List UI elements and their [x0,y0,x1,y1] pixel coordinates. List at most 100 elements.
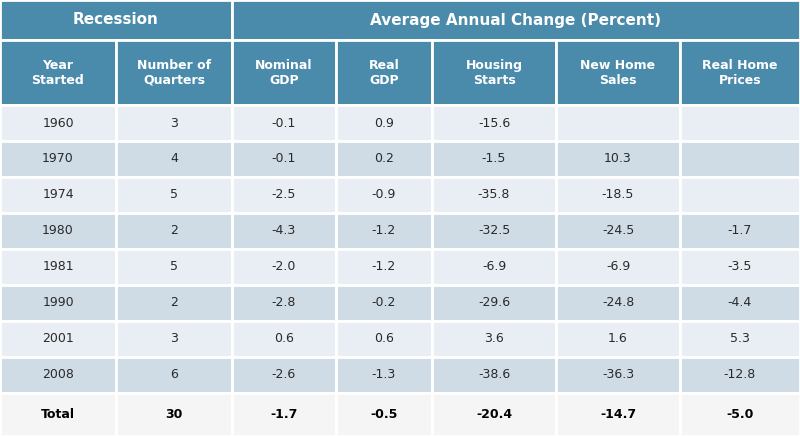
Bar [680,357,800,393]
Bar [232,40,336,105]
Text: New Home
Sales: New Home Sales [581,58,655,86]
Text: 1970: 1970 [42,153,74,166]
Text: 1980: 1980 [42,225,74,238]
Bar [232,213,336,249]
Text: -20.4: -20.4 [476,408,512,421]
Bar [0,177,116,213]
Bar [336,213,432,249]
Text: -0.2: -0.2 [372,296,396,310]
Text: -5.0: -5.0 [726,408,754,421]
Text: 2001: 2001 [42,333,74,345]
Bar [0,357,116,393]
Text: 1960: 1960 [42,116,74,129]
Bar [432,357,556,393]
Bar [336,40,432,105]
Bar [336,105,432,141]
Bar [680,40,800,105]
Bar [116,40,232,105]
Text: 3.6: 3.6 [484,333,504,345]
Bar [556,105,680,141]
Bar [432,249,556,285]
Text: -29.6: -29.6 [478,296,510,310]
Text: -2.5: -2.5 [272,188,296,201]
Bar [432,321,556,357]
Text: 3: 3 [170,333,178,345]
Text: -35.8: -35.8 [478,188,510,201]
Text: 0.2: 0.2 [374,153,394,166]
Bar [432,177,556,213]
Text: -6.9: -6.9 [482,260,506,273]
Text: -4.4: -4.4 [728,296,752,310]
Text: Housing
Starts: Housing Starts [466,58,522,86]
Bar [556,177,680,213]
Text: 1981: 1981 [42,260,74,273]
Bar [680,141,800,177]
Text: -2.6: -2.6 [272,368,296,382]
Bar [232,285,336,321]
Text: -1.7: -1.7 [728,225,752,238]
Bar [116,357,232,393]
Bar [432,40,556,105]
Bar [336,285,432,321]
Text: 1974: 1974 [42,188,74,201]
Bar [0,40,116,105]
Bar [680,213,800,249]
Text: -1.2: -1.2 [372,260,396,273]
Text: 30: 30 [166,408,182,421]
Bar [232,357,336,393]
Bar [336,393,432,436]
Text: 5: 5 [170,260,178,273]
Bar [232,321,336,357]
Bar [432,141,556,177]
Text: 2008: 2008 [42,368,74,382]
Bar [232,393,336,436]
Text: -0.1: -0.1 [272,116,296,129]
Bar [556,357,680,393]
Text: -24.8: -24.8 [602,296,634,310]
Text: Year
Started: Year Started [32,58,84,86]
Text: -2.8: -2.8 [272,296,296,310]
Bar [0,249,116,285]
Bar [116,393,232,436]
Text: 4: 4 [170,153,178,166]
Bar [432,285,556,321]
Bar [556,141,680,177]
Bar [556,40,680,105]
Bar [680,177,800,213]
Bar [0,0,232,40]
Bar [0,213,116,249]
Text: 3: 3 [170,116,178,129]
Text: Real Home
Prices: Real Home Prices [702,58,778,86]
Text: -1.2: -1.2 [372,225,396,238]
Text: -18.5: -18.5 [602,188,634,201]
Bar [336,249,432,285]
Bar [116,321,232,357]
Bar [116,285,232,321]
Text: 5.3: 5.3 [730,333,750,345]
Bar [336,177,432,213]
Text: 5: 5 [170,188,178,201]
Bar [116,141,232,177]
Bar [232,105,336,141]
Text: -36.3: -36.3 [602,368,634,382]
Bar [556,321,680,357]
Text: Total: Total [41,408,75,421]
Bar [680,105,800,141]
Text: -1.5: -1.5 [482,153,506,166]
Bar [680,321,800,357]
Bar [432,213,556,249]
Bar [116,177,232,213]
Text: -2.0: -2.0 [272,260,296,273]
Text: Average Annual Change (Percent): Average Annual Change (Percent) [370,13,662,27]
Bar [336,321,432,357]
Text: 0.6: 0.6 [274,333,294,345]
Text: -14.7: -14.7 [600,408,636,421]
Text: -1.7: -1.7 [270,408,298,421]
Bar [232,141,336,177]
Text: -6.9: -6.9 [606,260,630,273]
Bar [336,141,432,177]
Bar [232,0,800,40]
Text: -0.9: -0.9 [372,188,396,201]
Bar [680,393,800,436]
Text: -0.1: -0.1 [272,153,296,166]
